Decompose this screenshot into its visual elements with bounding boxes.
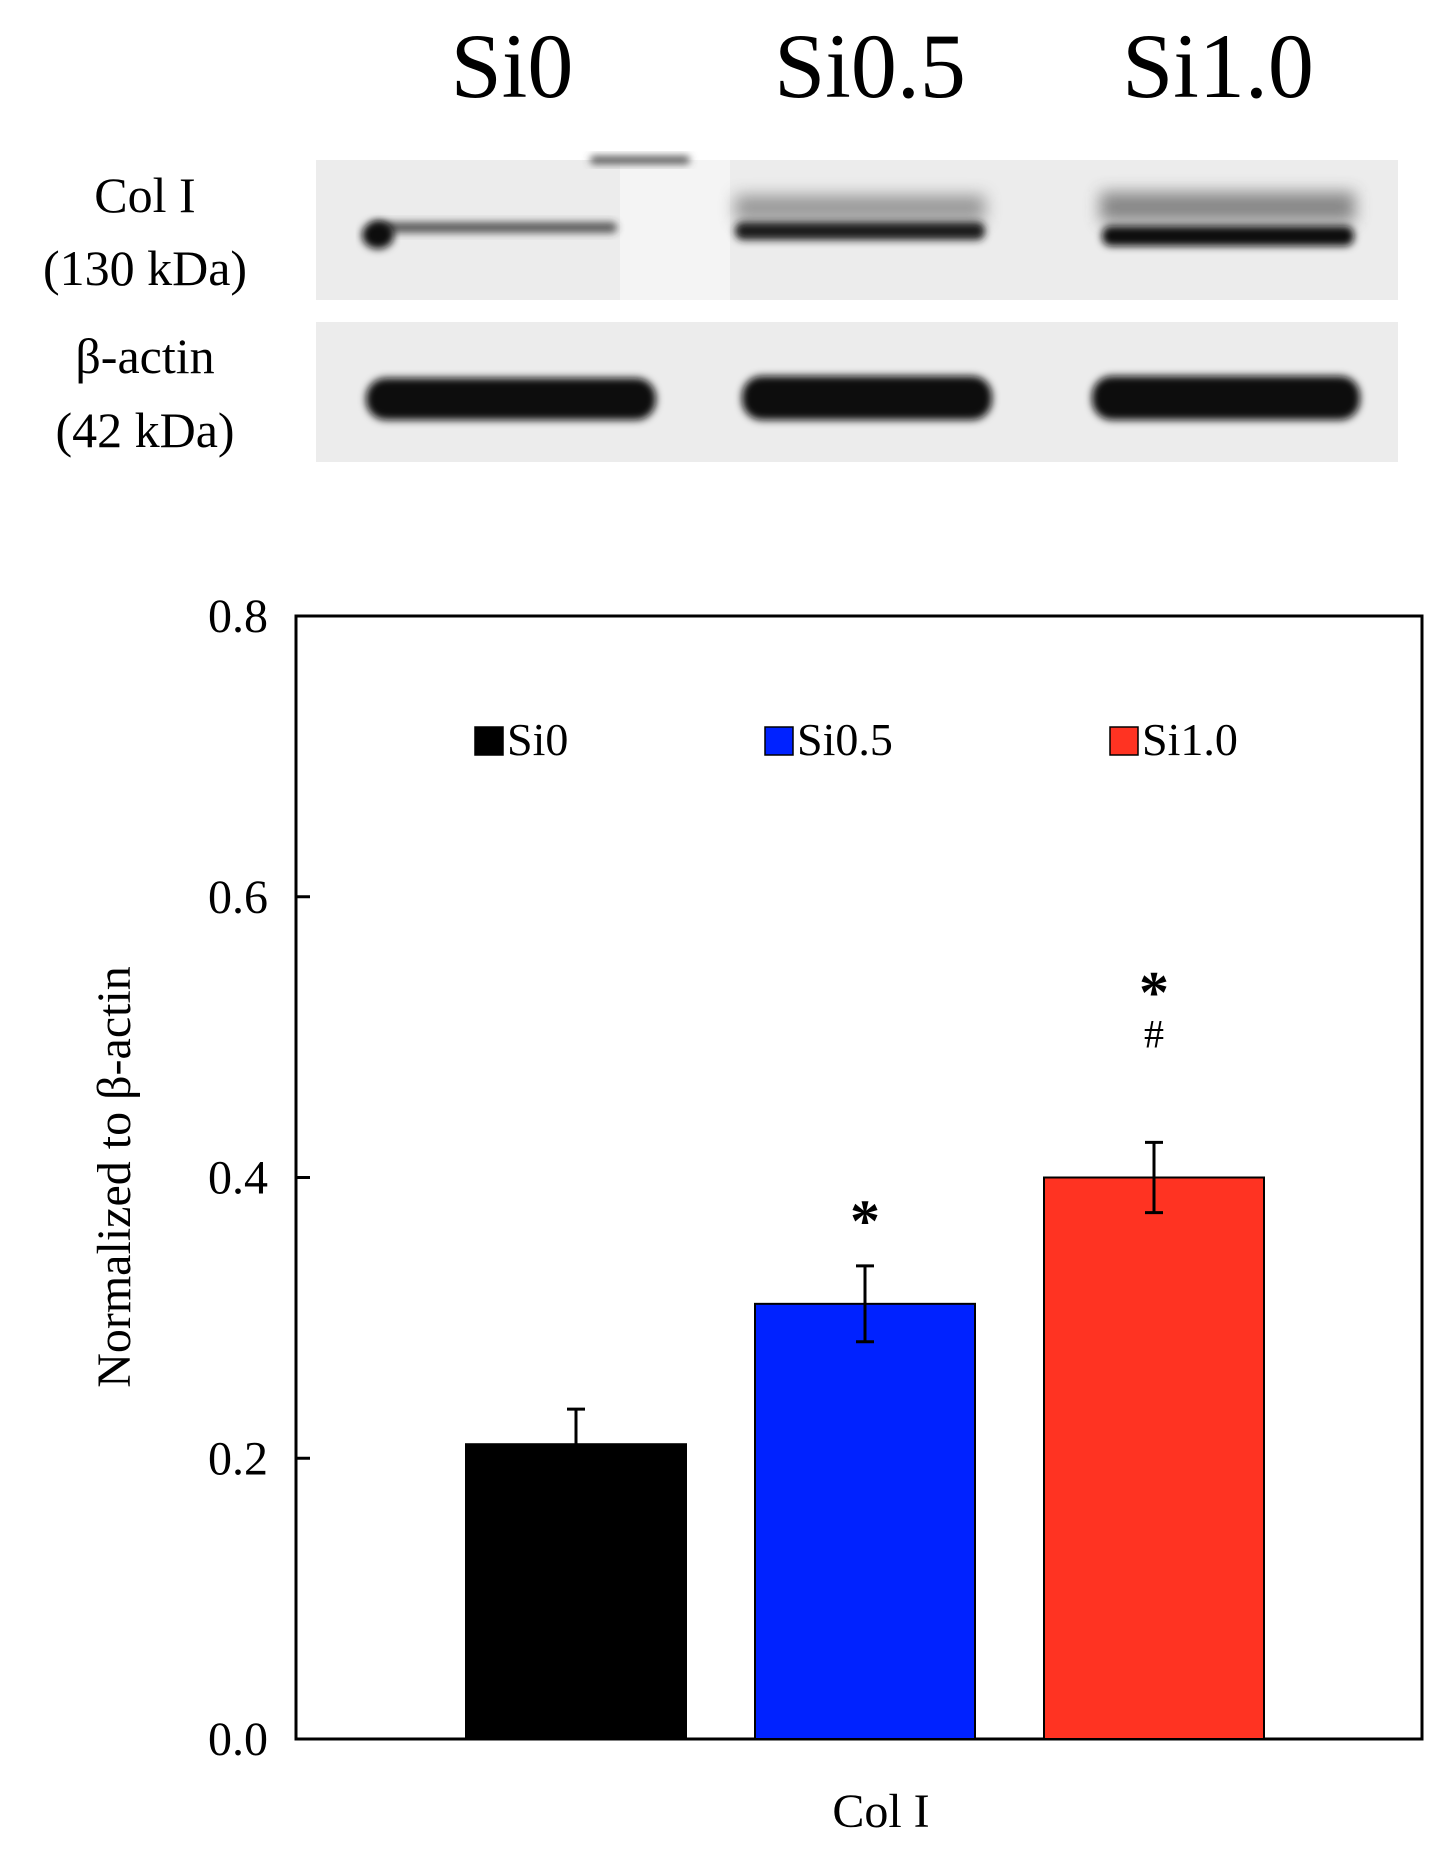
lane-label-si1-0: Si1.0 [1122, 15, 1314, 117]
significance-star-si1-0: * [1139, 959, 1169, 1025]
col-i-protein-label: Col I [94, 167, 195, 223]
bar-chart: 0.00.20.40.60.8 **# Si0 Si0.5 Si1.0 Normal… [88, 590, 1424, 1838]
bar-series [465, 1176, 1265, 1741]
legend-swatch-si0 [474, 726, 504, 756]
beta-actin-protein-label: β-actin [75, 328, 214, 384]
col-i-band-si0-5 [735, 222, 985, 240]
y-tick-label: 0.0 [208, 1713, 268, 1766]
legend: Si0 Si0.5 Si1.0 [474, 714, 1238, 765]
error-bar-si0-5 [856, 1264, 874, 1344]
significance-hash-si1-0: # [1144, 1011, 1164, 1056]
bar-si1-0 [1043, 1176, 1265, 1740]
bar-si0-5 [754, 1302, 976, 1741]
error-bar-si0 [567, 1407, 585, 1445]
western-blot-panel: Si0 Si0.5 Si1.0 Col I (130 kDa) β-actin … [43, 15, 1398, 462]
legend-swatch-si1-0 [1109, 726, 1139, 756]
y-tick-label: 0.8 [208, 590, 268, 643]
beta-actin-blot-strip [316, 322, 1398, 462]
error-bar-si1-0 [1145, 1140, 1163, 1215]
y-tick-label: 0.4 [208, 1152, 268, 1205]
legend-label-si1-0: Si1.0 [1142, 714, 1238, 765]
beta-actin-weight-label: (42 kDa) [55, 402, 234, 458]
col-i-band-si0 [372, 222, 617, 233]
x-axis-label: Col I [832, 1785, 929, 1838]
legend-item-si1-0: Si1.0 [1109, 714, 1238, 765]
significance-annotations: **# [850, 959, 1169, 1254]
legend-label-si0-5: Si0.5 [797, 714, 893, 765]
bar-si0 [465, 1443, 687, 1741]
beta-actin-band-si0 [366, 378, 656, 420]
legend-item-si0-5: Si0.5 [764, 714, 893, 765]
col-i-weight-label: (130 kDa) [43, 240, 247, 296]
significance-star-si0-5: * [850, 1188, 880, 1254]
legend-item-si0: Si0 [474, 714, 568, 765]
y-tick-label: 0.6 [208, 871, 268, 924]
beta-actin-band-si0-5 [742, 376, 992, 420]
legend-label-si0: Si0 [507, 714, 568, 765]
col-i-blot-strip [316, 156, 1398, 300]
y-axis: 0.0 0.2 0.4 0.6 0.8 [208, 590, 310, 1766]
y-axis-label: Normalized to β-actin [88, 966, 141, 1388]
beta-actin-band-si1-0 [1092, 376, 1360, 420]
col-i-band-si1-0 [1102, 226, 1354, 246]
error-bars [567, 1140, 1163, 1445]
lane-label-si0-5: Si0.5 [774, 15, 966, 117]
y-tick-label: 0.2 [208, 1432, 268, 1485]
legend-swatch-si0-5 [764, 726, 794, 756]
lane-label-si0: Si0 [451, 15, 574, 117]
